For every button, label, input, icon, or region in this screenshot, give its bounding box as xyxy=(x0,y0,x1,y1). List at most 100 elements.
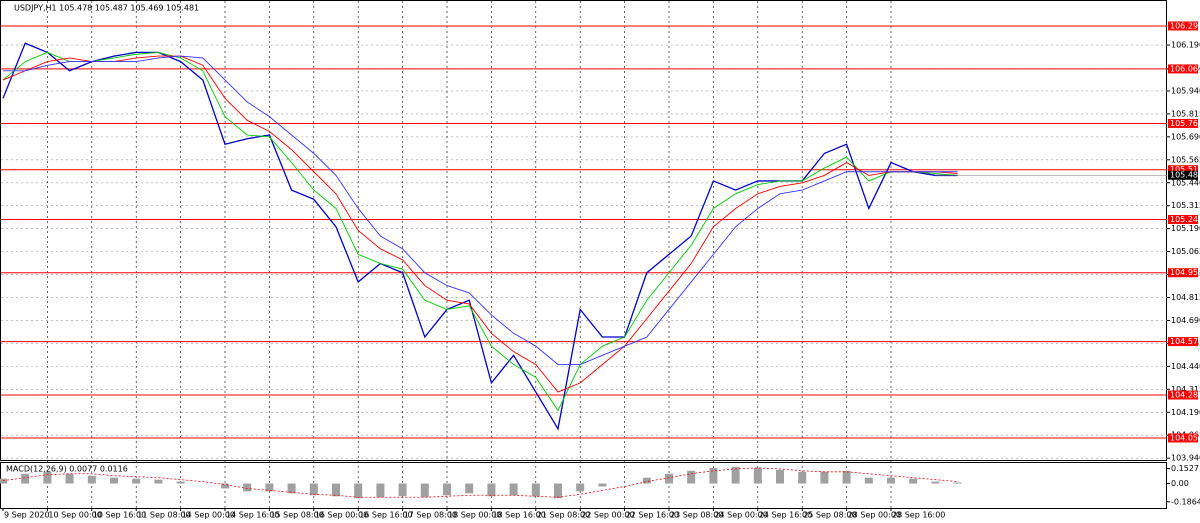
macd-bar xyxy=(687,470,696,484)
y-tick-label: 104.315 xyxy=(1171,385,1200,394)
level-label: 104.950 xyxy=(1170,268,1200,277)
y-tick-label: 105.315 xyxy=(1171,201,1200,210)
macd-bar xyxy=(332,483,340,497)
macd-bar xyxy=(287,483,296,494)
y-tick-label: 103.940 xyxy=(1171,454,1200,463)
macd-bar xyxy=(776,469,784,484)
macd-bar xyxy=(753,467,762,484)
x-tick-label: 25 Sep 08:00 xyxy=(803,511,856,520)
current-price-tag xyxy=(1168,170,1198,180)
macd-bar xyxy=(43,471,52,484)
x-tick-label: 15 Sep 08:00 xyxy=(270,511,323,520)
macd-bar xyxy=(953,482,962,484)
y-tick-label: 106.190 xyxy=(1171,41,1200,50)
level-tag xyxy=(1168,214,1198,224)
level-tag xyxy=(1168,21,1198,31)
x-tick-label: 16 Sep 16:00 xyxy=(359,511,412,520)
macd-bar xyxy=(354,483,363,499)
main-panel xyxy=(0,0,1167,461)
price-line xyxy=(2,55,958,393)
macd-bar xyxy=(509,483,518,496)
x-tick-label: 9 Sep 2020 xyxy=(4,511,50,520)
macd-bar xyxy=(176,481,185,484)
macd-bar xyxy=(309,483,318,496)
x-tick-label: 18 Sep 16:00 xyxy=(492,511,545,520)
macd-bar xyxy=(0,478,7,484)
x-tick-label: 10 Sep 16:00 xyxy=(93,511,146,520)
macd-bar xyxy=(420,483,429,498)
x-tick-label: 28 Sep 00:00 xyxy=(848,511,901,520)
level-tag xyxy=(1168,118,1198,128)
macd-bar xyxy=(87,475,96,484)
x-tick-label: 17 Sep 08:00 xyxy=(404,511,457,520)
y-tick-label: 0.1527 xyxy=(1171,464,1199,473)
level-tag xyxy=(1168,64,1198,74)
macd-label: MACD(12,26,9) 0.0077 0.0116 xyxy=(6,465,128,474)
macd-bar xyxy=(665,473,673,484)
level-label: 104.284 xyxy=(1170,391,1200,400)
x-tick-label: 10 Sep 00:00 xyxy=(48,511,101,520)
macd-bar xyxy=(487,483,496,497)
macd-bar xyxy=(21,473,30,484)
macd-bar xyxy=(132,478,141,484)
macd-bar xyxy=(598,483,607,487)
macd-bar xyxy=(709,467,718,484)
macd-bar xyxy=(887,477,895,484)
level-tag xyxy=(1168,337,1198,347)
level-label: 105.763 xyxy=(1170,119,1200,128)
x-tick-label: 14 Sep 16:00 xyxy=(226,511,279,520)
y-tick-label: 105.065 xyxy=(1171,247,1200,256)
macd-bar xyxy=(576,483,585,492)
level-label: 105.511 xyxy=(1170,165,1200,174)
macd-bar xyxy=(465,483,474,494)
x-tick-label: 11 Sep 08:00 xyxy=(137,511,190,520)
y-tick-label: 104.815 xyxy=(1171,293,1200,302)
macd-bar xyxy=(864,477,873,484)
y-tick-label: 105.940 xyxy=(1171,86,1200,95)
current-price-label: 105.481 xyxy=(1170,171,1200,180)
macd-bar xyxy=(110,477,118,484)
y-tick-label: 105.440 xyxy=(1171,178,1200,187)
x-tick-label: 14 Sep 00:00 xyxy=(182,511,235,520)
x-tick-label: 22 Sep 00:00 xyxy=(581,511,634,520)
macd-bar xyxy=(642,477,651,484)
x-tick-label: 28 Sep 16:00 xyxy=(892,511,945,520)
x-tick-label: 18 Sep 00:00 xyxy=(448,511,501,520)
macd-bar xyxy=(820,471,829,484)
y-tick-label: -0.1864 xyxy=(1171,497,1200,506)
x-tick-label: 22 Sep 16:00 xyxy=(626,511,679,520)
x-tick-label: 16 Sep 00:00 xyxy=(315,511,368,520)
y-tick-label: 104.190 xyxy=(1171,408,1200,417)
x-tick-label: 24 Sep 00:00 xyxy=(714,511,767,520)
level-label: 105.240 xyxy=(1170,215,1200,224)
macd-bar xyxy=(154,479,163,484)
level-label: 104.575 xyxy=(1170,337,1200,346)
macd-bar xyxy=(443,483,451,496)
macd-bar xyxy=(909,478,918,484)
macd-bar xyxy=(554,483,562,499)
level-label: 106.060 xyxy=(1170,64,1200,73)
macd-bar xyxy=(731,466,740,484)
level-tag xyxy=(1168,433,1198,443)
y-tick-label: 105.565 xyxy=(1171,155,1200,164)
price-line xyxy=(3,55,958,365)
y-tick-label: 105.815 xyxy=(1171,109,1200,118)
macd-bar xyxy=(931,481,940,484)
level-label: 104.050 xyxy=(1170,433,1200,442)
y-tick-label: 105.690 xyxy=(1171,132,1200,141)
y-tick-label: 0.00 xyxy=(1171,479,1189,488)
level-label: 106.294 xyxy=(1170,21,1200,30)
y-tick-label: 104.440 xyxy=(1171,362,1200,371)
level-tag xyxy=(1168,268,1198,278)
level-tag xyxy=(1168,390,1198,400)
macd-bar xyxy=(243,483,252,492)
y-tick-label: 104.690 xyxy=(1171,316,1200,325)
macd-bar xyxy=(376,483,385,498)
macd-bar xyxy=(65,473,74,484)
macd-bar xyxy=(798,471,807,484)
macd-bar xyxy=(842,470,851,484)
x-tick-label: 24 Sep 16:00 xyxy=(759,511,812,520)
macd-bar xyxy=(221,483,229,489)
y-tick-label: 105.190 xyxy=(1171,224,1200,233)
